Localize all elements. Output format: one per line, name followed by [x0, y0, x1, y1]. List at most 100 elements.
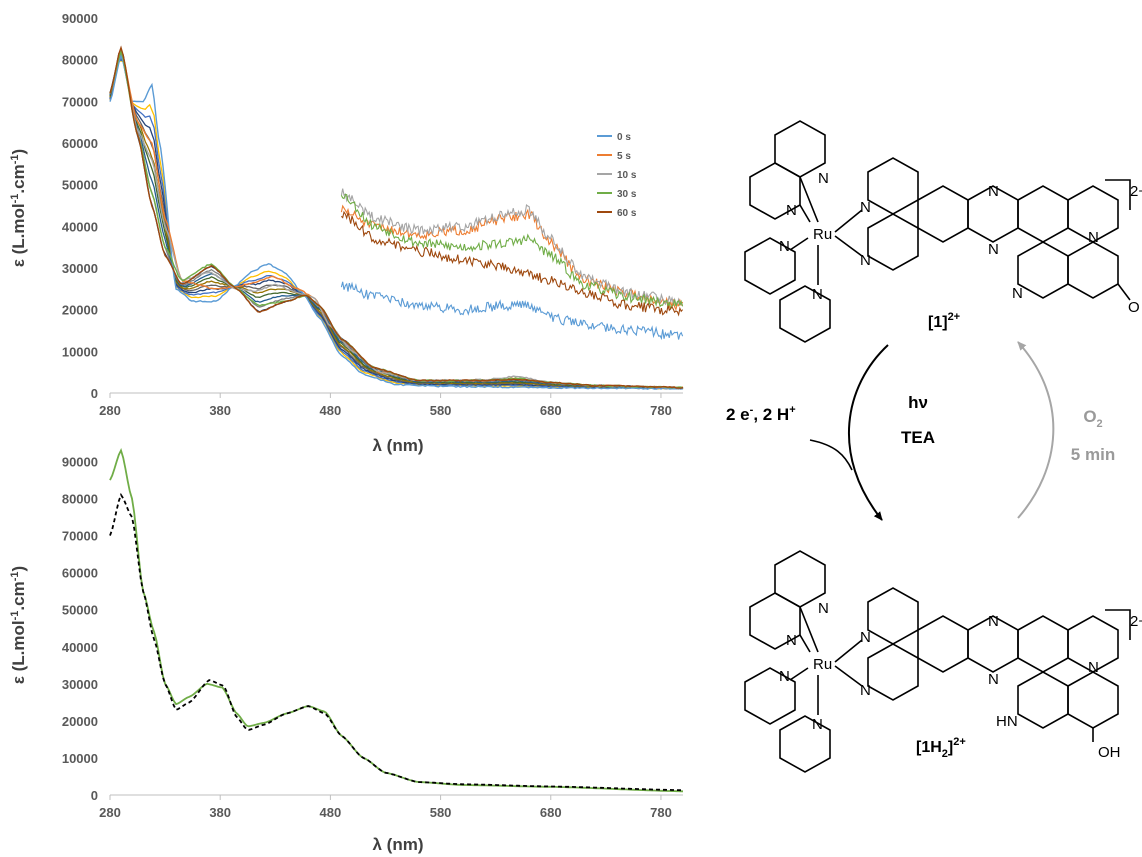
y-tick-label: 30000: [62, 677, 98, 692]
top-inset-series-group: [340, 188, 684, 341]
y-tick-label: 60000: [62, 566, 98, 581]
x-tick-label: 280: [99, 805, 121, 820]
x-tick-label: 480: [320, 805, 342, 820]
complex-bottom-structure: [744, 550, 1131, 773]
legend-label: 30 s: [617, 189, 637, 200]
reduction-reagent-arrow: [809, 439, 853, 471]
atom-label-n7-top: N: [988, 183, 999, 200]
atom-label-n2-bottom: N: [786, 632, 797, 649]
atom-label-n6-top: N: [860, 252, 871, 269]
atom-label-n8-bottom: N: [988, 671, 999, 688]
y-tick-label: 20000: [62, 303, 98, 318]
y-tick-label: 10000: [62, 751, 98, 766]
x-tick-label: 780: [650, 403, 672, 418]
atom-label-n5-bottom: N: [860, 629, 871, 646]
x-tick-label: 480: [320, 403, 342, 418]
y-tick-label: 50000: [62, 178, 98, 193]
series-line-30s: [109, 49, 684, 389]
bottom-axes: [109, 794, 683, 800]
atom-label-hn-bottom: HN: [996, 713, 1018, 730]
x-tick-label: 380: [209, 805, 231, 820]
legend-label: 60 s: [617, 208, 637, 219]
x-tick-label: 680: [540, 805, 562, 820]
condition-light: hν: [908, 393, 928, 412]
legend-label: 10 s: [617, 170, 637, 181]
atom-label-n4-bottom: N: [812, 716, 823, 733]
bottom-y-axis-label: ε (L.mol-1.cm-1): [9, 566, 28, 684]
intermediate-series-line: [109, 53, 684, 389]
top-spectrum-chart: 280 380 480 580 680 780 0 10000 20000 30000 40000 5…: [9, 11, 684, 455]
y-tick-label: 90000: [62, 11, 98, 26]
y-tick-label: 0: [91, 788, 98, 803]
atom-label-n5-top: N: [860, 199, 871, 216]
atom-label-n9-bottom: N: [1088, 659, 1099, 676]
reoxidation-reagent: O2: [1083, 407, 1102, 430]
x-tick-label: 380: [209, 403, 231, 418]
inset-series-line-0s: [340, 281, 684, 341]
x-tick-label: 580: [430, 403, 452, 418]
atom-label-n2-top: N: [786, 202, 797, 219]
inset-series-line-10s: [340, 188, 683, 306]
reoxidation-arrow: [1017, 341, 1055, 519]
y-tick-label: 70000: [62, 94, 98, 109]
x-tick-label: 280: [99, 403, 121, 418]
atom-label-n10-top: N: [1012, 285, 1023, 302]
atom-label-n1-top: N: [818, 170, 829, 187]
atom-label-ru-top: Ru: [813, 226, 832, 243]
y-tick-label: 50000: [62, 603, 98, 618]
x-tick-label: 680: [540, 403, 562, 418]
compound-label-top: [1]2+: [928, 311, 960, 331]
inset-series-line-30s: [340, 193, 684, 311]
y-tick-label: 80000: [62, 492, 98, 507]
top-y-axis-label: ε (L.mol-1.cm-1): [9, 149, 28, 267]
compound-label-bottom: [1H2]2+: [916, 736, 966, 760]
atom-label-n6-bottom: N: [860, 682, 871, 699]
y-tick-label: 20000: [62, 714, 98, 729]
x-tick-label: 580: [430, 805, 452, 820]
series-line-60s: [109, 45, 684, 389]
inset-series-line-60s: [341, 210, 684, 317]
atom-label-n9-top: N: [1088, 229, 1099, 246]
complex-charge-top: 2+: [1130, 183, 1142, 200]
series-line-10s: [109, 48, 684, 389]
condition-base: TEA: [901, 428, 935, 447]
y-tick-label: 70000: [62, 529, 98, 544]
y-tick-label: 80000: [62, 53, 98, 68]
intermediate-series-line: [109, 56, 684, 390]
atom-label-n3-top: N: [779, 238, 790, 255]
atom-label-n8-top: N: [988, 241, 999, 258]
series-line-dashed: [109, 492, 683, 792]
legend: 0 s 5 s 10 s 30 s 60 s: [597, 132, 637, 219]
atom-label-o-top: O: [1128, 299, 1140, 316]
legend-label: 5 s: [617, 151, 631, 162]
intermediate-series-line: [109, 60, 684, 390]
y-tick-label: 40000: [62, 640, 98, 655]
series-line-solid: [109, 447, 683, 793]
reoxidation-time: 5 min: [1071, 445, 1115, 464]
bottom-series-group: [109, 447, 683, 793]
top-series-group: [109, 45, 684, 390]
reduction-arrow: [848, 344, 889, 521]
y-tick-label: 10000: [62, 344, 98, 359]
complex-top-structure: [744, 120, 1131, 343]
x-tick-label: 780: [650, 805, 672, 820]
reduction-label: 2 e-, 2 H+: [726, 404, 796, 424]
atom-label-n7-bottom: N: [988, 613, 999, 630]
atom-label-n3-bottom: N: [779, 668, 790, 685]
complex-charge-bottom: 2+: [1130, 613, 1142, 630]
top-tick-labels: 280 380 480 580 680 780 0 10000 20000 30000 40000 5…: [62, 11, 672, 418]
legend-label: 0 s: [617, 132, 631, 143]
bottom-x-axis-label: λ (nm): [373, 835, 424, 854]
y-tick-label: 30000: [62, 261, 98, 276]
atom-label-n1-bottom: N: [818, 600, 829, 617]
atom-label-n4-top: N: [812, 286, 823, 303]
bottom-spectrum-chart: 280 380 480 580 680 780 0 10000 20000 30000 40000 5…: [9, 447, 683, 854]
y-tick-label: 40000: [62, 219, 98, 234]
series-line-0s: [109, 53, 684, 390]
series-line-5s: [109, 48, 684, 389]
y-tick-label: 60000: [62, 136, 98, 151]
intermediate-series-line: [109, 54, 683, 389]
y-tick-label: 90000: [62, 455, 98, 470]
top-axes: [109, 392, 683, 398]
